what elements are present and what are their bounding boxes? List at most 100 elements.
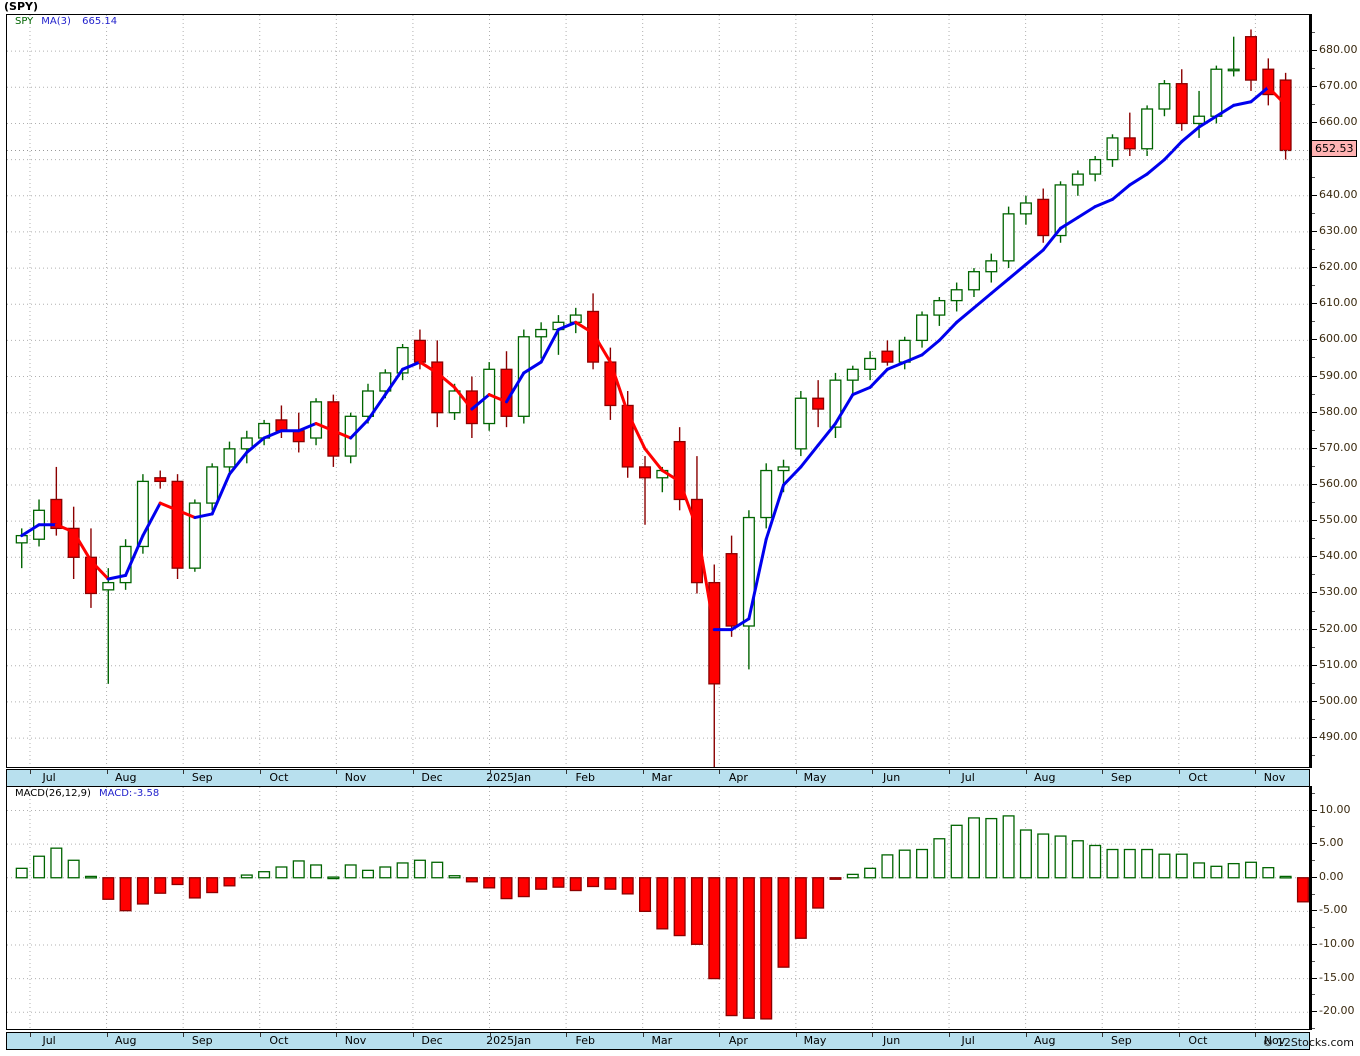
date-tick-mark	[719, 1033, 721, 1037]
macd-bar	[517, 877, 530, 898]
date-tick-label: Feb	[575, 771, 595, 784]
macd-bar	[1210, 865, 1223, 879]
candle	[448, 390, 461, 414]
macd-bar	[15, 867, 28, 879]
macd-bar	[50, 847, 63, 879]
macd-tick-mark	[1312, 943, 1317, 945]
candle	[292, 430, 305, 443]
date-tick-mark	[259, 1033, 261, 1037]
macd-bar	[587, 877, 600, 888]
date-tick-mark	[1178, 1033, 1180, 1037]
macd-bar	[240, 874, 253, 879]
date-tick-label: Feb	[575, 1034, 595, 1047]
macd-bar	[483, 877, 496, 889]
price-tick-label: 680.00	[1319, 43, 1358, 57]
candle	[1123, 137, 1136, 150]
macd-tick-mark	[1312, 809, 1317, 811]
date-tick-label: 2025Jan	[486, 771, 532, 784]
date-tick-mark	[642, 1033, 644, 1037]
candle	[725, 553, 738, 627]
date-tick-mark	[719, 770, 721, 774]
date-tick-label: Oct	[269, 771, 289, 784]
price-plot-area[interactable]: SPY MA(3) 665.14	[6, 14, 1310, 768]
watermark: © 12Stocks.com	[1262, 1036, 1354, 1049]
price-tick-mark	[1312, 447, 1317, 449]
date-tick-label: Nov	[344, 1034, 367, 1047]
date-tick-mark	[106, 1033, 108, 1037]
macd-tick-label: 5.00	[1319, 836, 1344, 850]
macd-tick-mark	[1312, 843, 1317, 845]
macd-bar	[136, 877, 149, 905]
candle	[102, 581, 115, 591]
macd-bar	[1193, 862, 1206, 879]
candle	[1002, 213, 1015, 262]
price-minor-tick	[1312, 610, 1315, 612]
macd-bar	[812, 877, 825, 909]
price-minor-tick	[1312, 574, 1315, 576]
macd-bar	[188, 877, 201, 899]
macd-bar	[569, 877, 582, 892]
candle	[361, 390, 375, 417]
macd-bar	[275, 866, 288, 879]
candle	[240, 437, 253, 450]
price-minor-tick	[1312, 429, 1315, 431]
macd-minor-tick	[1312, 826, 1315, 828]
price-tick-label: 630.00	[1319, 223, 1358, 237]
price-tick-mark	[1312, 230, 1317, 232]
candle	[84, 556, 97, 595]
price-minor-tick	[1312, 755, 1315, 757]
macd-bar	[84, 875, 97, 879]
macd-bar	[171, 877, 184, 886]
date-tick-label: Sep	[191, 1034, 213, 1047]
date-tick-mark	[489, 770, 491, 774]
price-tick-mark	[1312, 375, 1317, 377]
macd-tick-label: 10.00	[1319, 802, 1351, 816]
candle	[188, 502, 201, 569]
price-tick-label: 550.00	[1319, 513, 1358, 527]
macd-bar	[396, 862, 409, 879]
macd-bar	[448, 875, 461, 879]
macd-bar	[881, 854, 894, 879]
candle	[1141, 108, 1154, 150]
candle	[638, 466, 652, 479]
candle	[898, 339, 911, 363]
price-tick-label: 610.00	[1319, 296, 1358, 310]
macd-bar	[413, 859, 426, 879]
candle	[136, 480, 149, 548]
price-tick-label: 490.00	[1319, 730, 1358, 744]
date-tick-label: Dec	[421, 771, 443, 784]
candle	[690, 498, 703, 584]
date-tick-label: Jul	[42, 771, 56, 784]
candle	[708, 581, 721, 685]
macd-minor-tick	[1312, 994, 1315, 996]
macd-tick-label: -10.00	[1319, 936, 1355, 950]
date-tick-mark	[29, 1033, 31, 1037]
macd-legend-value: -3.58	[133, 788, 160, 799]
candle	[310, 401, 323, 439]
date-tick-mark	[336, 770, 338, 774]
macd-bar	[673, 877, 686, 937]
candle	[864, 357, 877, 370]
date-tick-mark	[872, 770, 874, 774]
price-tick-label: 620.00	[1319, 260, 1358, 274]
macd-plot-area[interactable]: MACD(26,12,9) MACD:-3.58	[6, 786, 1310, 1030]
macd-bar	[777, 877, 790, 968]
candle	[812, 397, 825, 410]
date-tick-mark	[795, 1033, 797, 1037]
macd-bar	[500, 877, 513, 900]
macd-bar	[292, 860, 305, 879]
macd-bar	[379, 866, 392, 879]
candle	[1210, 68, 1223, 117]
macd-bar	[1158, 853, 1171, 879]
date-tick-mark	[1025, 770, 1027, 774]
date-tick-label: May	[803, 1034, 827, 1047]
candle	[1227, 68, 1240, 72]
price-minor-tick	[1312, 212, 1315, 214]
date-tick-label: Jul	[961, 771, 975, 784]
candle	[1175, 83, 1188, 125]
macd-bar	[760, 877, 773, 1020]
macd-bar	[864, 867, 877, 879]
date-tick-label: Aug	[114, 1034, 137, 1047]
macd-minor-tick	[1312, 859, 1315, 861]
candle	[673, 440, 686, 501]
